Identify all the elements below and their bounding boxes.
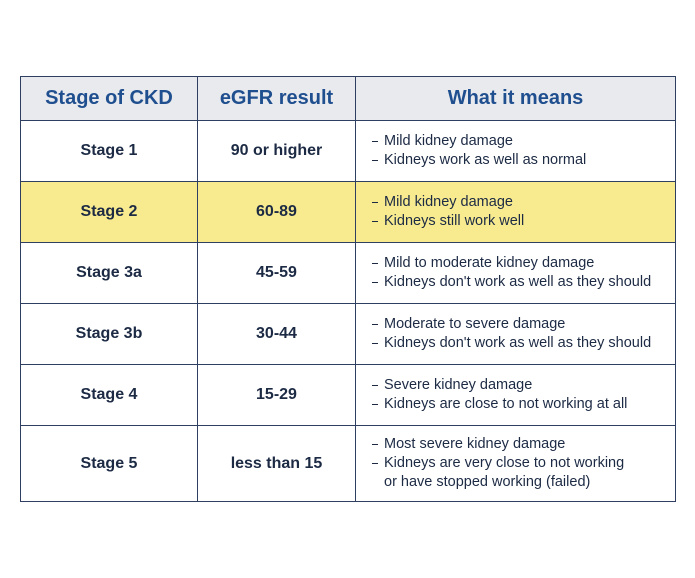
bullet-item: Most severe kidney damage <box>372 435 675 454</box>
meaning-cell: Mild kidney damage Kidneys work as well a… <box>355 120 676 182</box>
bullet-dash <box>372 221 378 222</box>
meaning-cell: Severe kidney damage Kidneys are close to… <box>355 364 676 426</box>
table-row: Stage 4 15-29 Severe kidney damage Kidneys … <box>20 364 676 426</box>
egfr-cell: 30-44 <box>197 303 356 365</box>
egfr-cell: 90 or higher <box>197 120 356 182</box>
bullet-item: Moderate to severe damage <box>372 315 675 334</box>
meaning-text: Kidneys don't work as well as they shoul… <box>384 335 652 351</box>
bullet-lines: Kidneys don't work as well as they shoul… <box>384 334 651 353</box>
bullet-dash <box>372 444 378 445</box>
bullet-dash <box>372 263 378 264</box>
bullet-item: Kidneys work as well as normal <box>372 151 675 170</box>
bullet-item: Mild kidney damage <box>372 132 675 151</box>
egfr-cell: 45-59 <box>197 242 356 304</box>
bullet-item: Kidneys are very close to not working or … <box>372 454 675 492</box>
bullet-item: Mild to moderate kidney damage <box>372 254 675 273</box>
bullet-lines: Kidneys are very close to not working or … <box>384 454 624 492</box>
bullet-lines: Kidneys work as well as normal <box>384 151 586 170</box>
bullet-dash <box>372 385 378 386</box>
meaning-text: Kidneys are very close to not working <box>384 455 625 471</box>
stage-cell: Stage 2 <box>20 181 198 243</box>
meaning-text: Mild to moderate kidney damage <box>384 255 595 271</box>
bullet-lines: Kidneys still work well <box>384 212 524 231</box>
meaning-text: Kidneys work as well as normal <box>384 152 587 168</box>
bullet-item: Kidneys are close to not working at all <box>372 395 675 414</box>
bullet-lines: Moderate to severe damage <box>384 315 565 334</box>
meaning-cell: Mild kidney damage Kidneys still work wel… <box>355 181 676 243</box>
stage-cell: Stage 5 <box>20 425 198 502</box>
bullet-dash <box>372 343 378 344</box>
bullet-item: Kidneys don't work as well as they shoul… <box>372 273 675 292</box>
bullet-dash <box>372 202 378 203</box>
stage-cell: Stage 1 <box>20 120 198 182</box>
stage-cell: Stage 3a <box>20 242 198 304</box>
meaning-text: or have stopped working (failed) <box>384 474 591 490</box>
bullet-lines: Most severe kidney damage <box>384 435 565 454</box>
stage-cell: Stage 3b <box>20 303 198 365</box>
bullet-lines: Mild kidney damage <box>384 193 513 212</box>
bullet-dash <box>372 141 378 142</box>
meaning-cell: Mild to moderate kidney damage Kidneys do… <box>355 242 676 304</box>
bullet-item: Severe kidney damage <box>372 376 675 395</box>
meaning-text: Most severe kidney damage <box>384 436 566 452</box>
meaning-text: Mild kidney damage <box>384 194 513 210</box>
table-row: Stage 3a 45-59 Mild to moderate kidney dam… <box>20 242 676 304</box>
stage-cell: Stage 4 <box>20 364 198 426</box>
bullet-dash <box>372 282 378 283</box>
egfr-cell: less than 15 <box>197 425 356 502</box>
table-row: Stage 5 less than 15 Most severe kidney da… <box>20 425 676 502</box>
meaning-text: Kidneys don't work as well as they shoul… <box>384 274 652 290</box>
bullet-dash <box>372 160 378 161</box>
table-row: Stage 3b 30-44 Moderate to severe damage Ki… <box>20 303 676 365</box>
bullet-dash <box>372 463 378 464</box>
meaning-cell: Most severe kidney damage Kidneys are ver… <box>355 425 676 502</box>
meaning-text: Severe kidney damage <box>384 377 533 393</box>
ckd-table: Stage of CKD eGFR result What it means Sta… <box>20 76 676 502</box>
bullet-lines: Kidneys don't work as well as they shoul… <box>384 273 651 292</box>
table-row: Stage 2 60-89 Mild kidney damage Kidneys st… <box>20 181 676 243</box>
bullet-lines: Kidneys are close to not working at all <box>384 395 627 414</box>
bullet-item: Kidneys don't work as well as they shoul… <box>372 334 675 353</box>
bullet-lines: Mild kidney damage <box>384 132 513 151</box>
egfr-cell: 15-29 <box>197 364 356 426</box>
egfr-cell: 60-89 <box>197 181 356 243</box>
meaning-text: Mild kidney damage <box>384 133 513 149</box>
table-row: Stage 1 90 or higher Mild kidney damage Kid… <box>20 120 676 182</box>
bullet-item: Mild kidney damage <box>372 193 675 212</box>
meaning-cell: Moderate to severe damage Kidneys don't w… <box>355 303 676 365</box>
header-cell: Stage of CKD <box>20 76 198 121</box>
meaning-text: Moderate to severe damage <box>384 316 566 332</box>
meaning-text: Kidneys are close to not working at all <box>384 396 628 412</box>
bullet-lines: Mild to moderate kidney damage <box>384 254 594 273</box>
table-body: Stage 1 90 or higher Mild kidney damage Kid… <box>20 120 676 502</box>
meaning-text: Kidneys still work well <box>384 213 525 229</box>
bullet-item: Kidneys still work well <box>372 212 675 231</box>
header-cell: What it means <box>355 76 676 121</box>
header-cell: eGFR result <box>197 76 356 121</box>
bullet-dash <box>372 404 378 405</box>
bullet-lines: Severe kidney damage <box>384 376 532 395</box>
header-row: Stage of CKD eGFR result What it means <box>20 76 676 121</box>
bullet-dash <box>372 324 378 325</box>
